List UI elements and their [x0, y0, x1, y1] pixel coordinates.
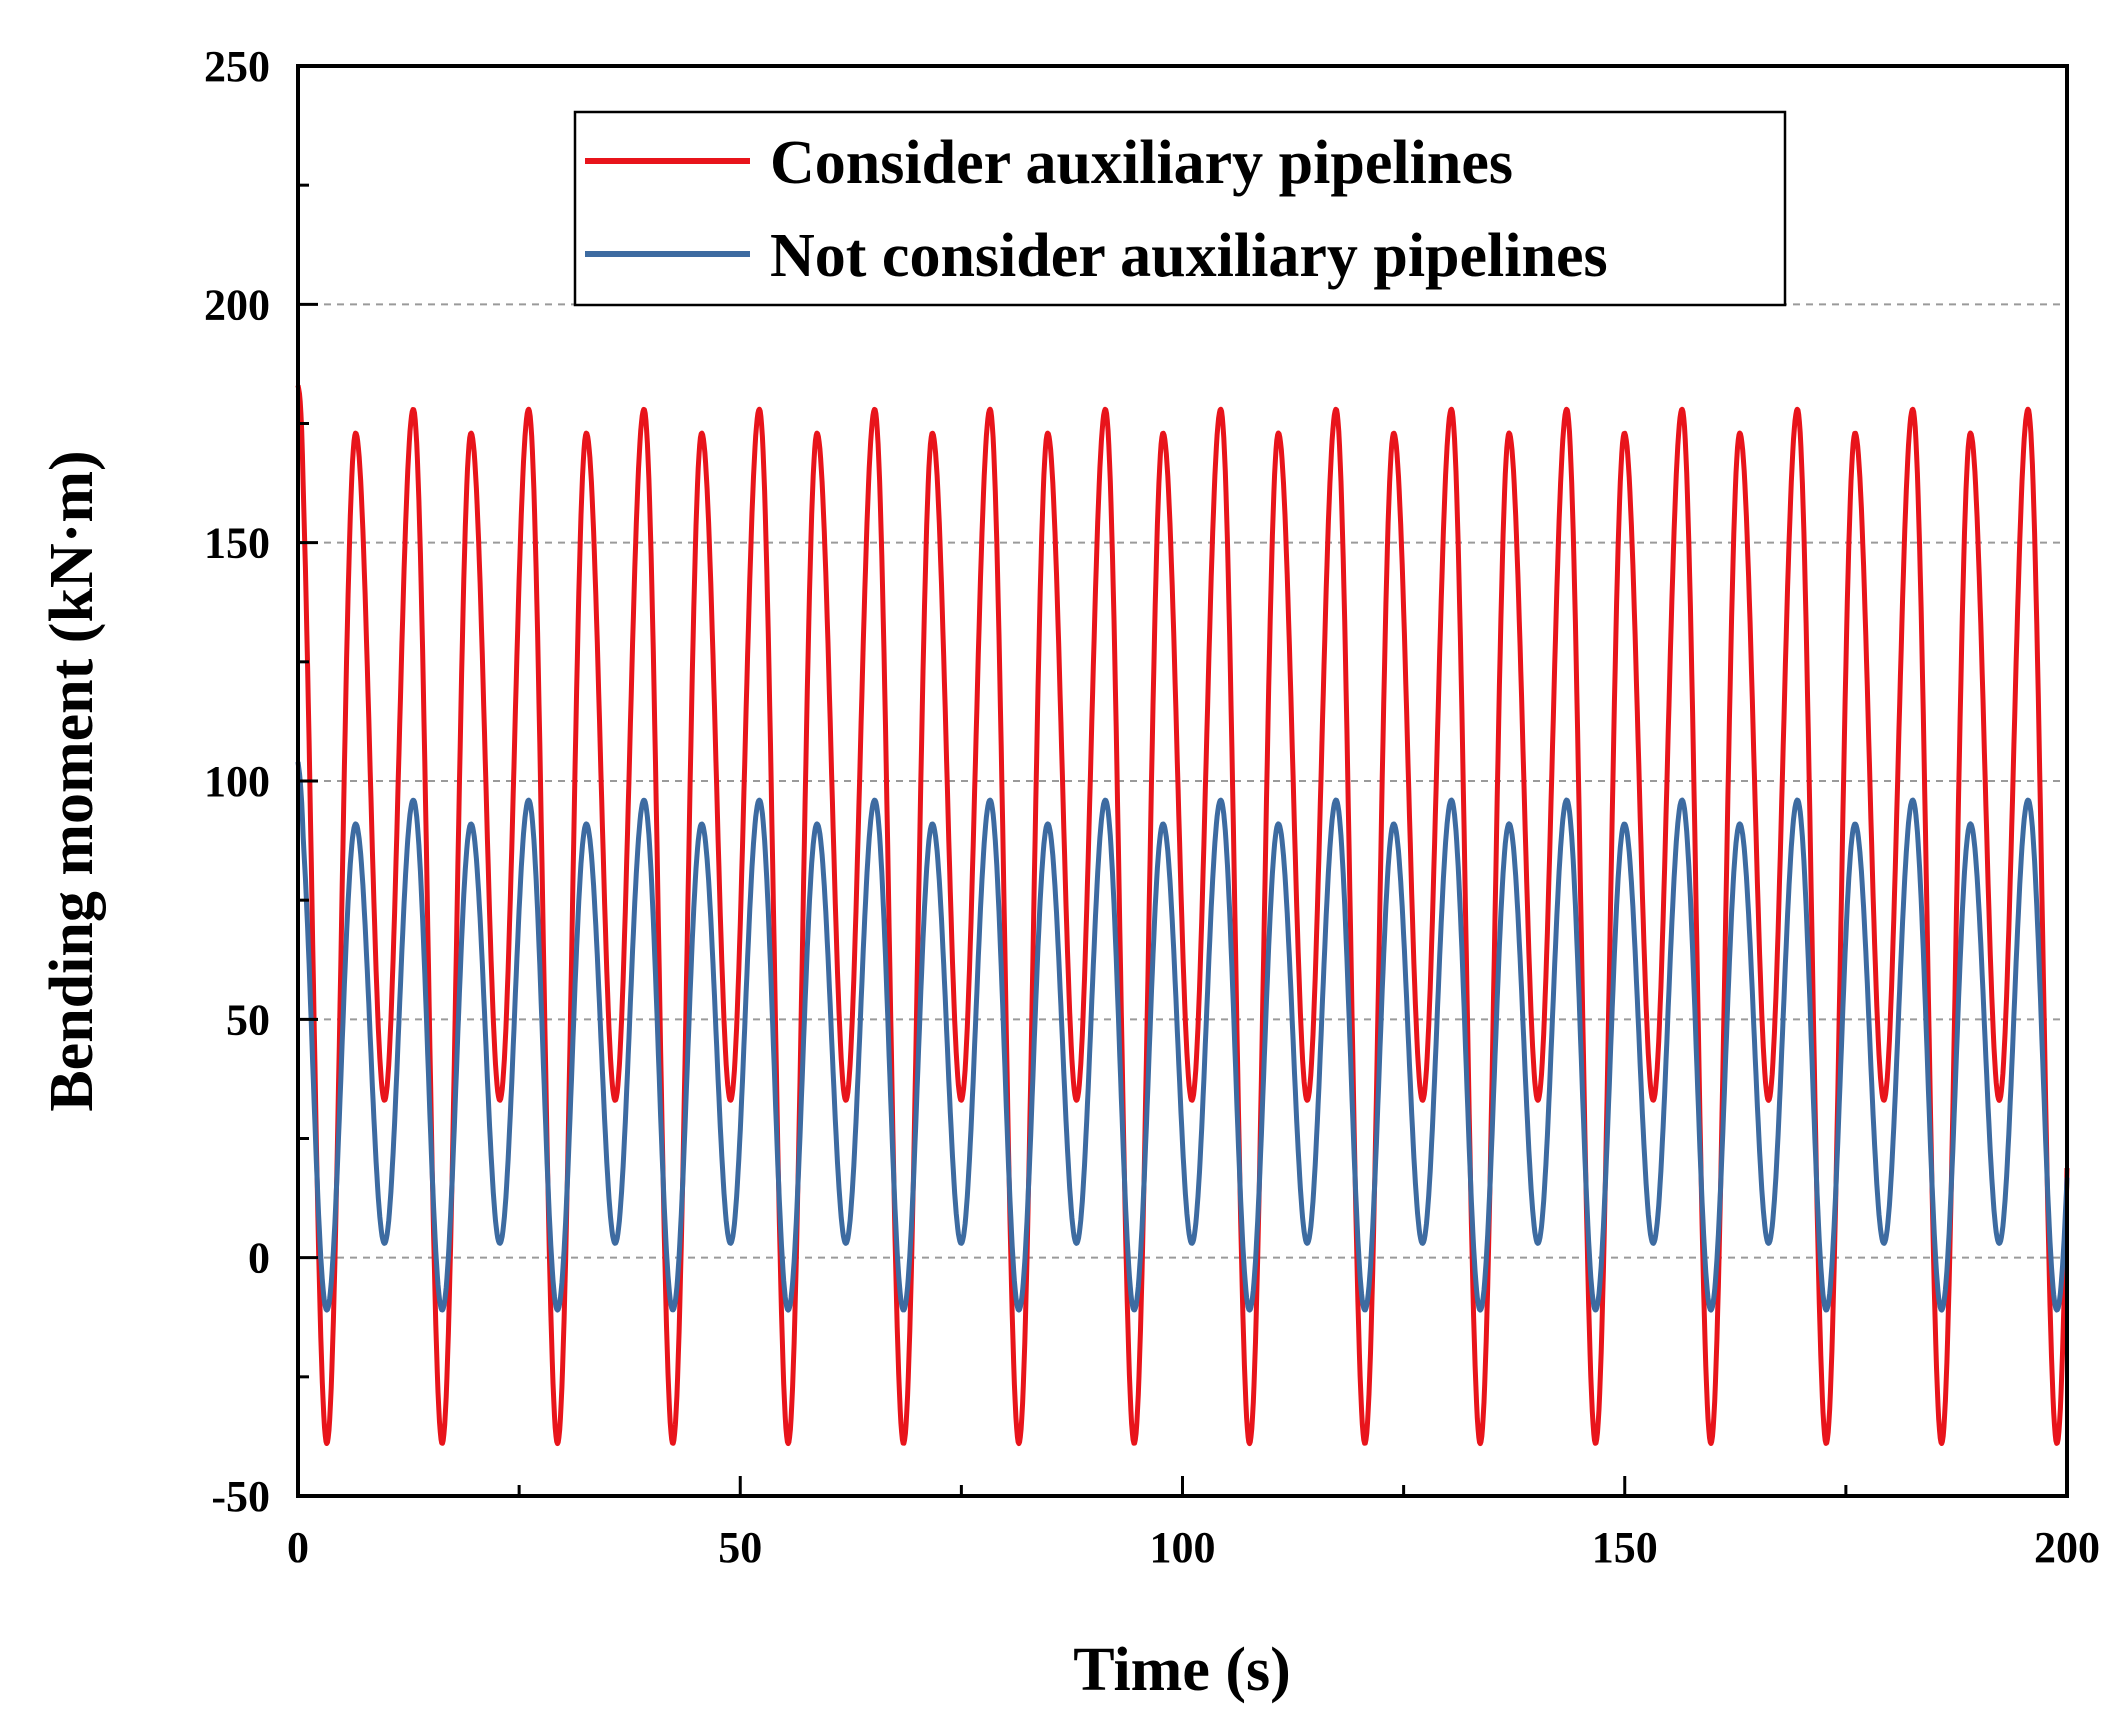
y-tick-label: 200: [204, 280, 270, 329]
axis-ticks: 0 50 100 150 200 -50 0 50 100 150 200 250: [204, 42, 2100, 1572]
x-tick-label: 150: [1592, 1523, 1658, 1572]
y-tick-label: 250: [204, 42, 270, 91]
x-axis-title: Time (s): [1073, 1636, 1291, 1704]
y-tick-label: 150: [204, 519, 270, 568]
x-tick-label: 200: [2034, 1523, 2100, 1572]
y-axis-title: Bending moment (kN·m): [38, 450, 106, 1111]
legend-label-consider: Consider auxiliary pipelines: [770, 129, 1513, 197]
y-tick-label: 50: [226, 995, 270, 1044]
y-tick-label: 100: [204, 757, 270, 806]
x-tick-label: 50: [718, 1523, 762, 1572]
legend-box: [573, 110, 1787, 307]
y-tick-label: -50: [211, 1472, 270, 1521]
series-lines: [295, 384, 2070, 1447]
y-tick-label: 0: [248, 1234, 270, 1283]
x-tick-label: 100: [1150, 1523, 1216, 1572]
series-line-not-consider: [295, 761, 2070, 1313]
legend: Consider auxiliary pipelines Not conside…: [573, 110, 1787, 307]
series-line-consider: [295, 384, 2070, 1447]
legend-label-not-consider: Not consider auxiliary pipelines: [770, 222, 1608, 290]
x-tick-label: 0: [287, 1523, 309, 1572]
